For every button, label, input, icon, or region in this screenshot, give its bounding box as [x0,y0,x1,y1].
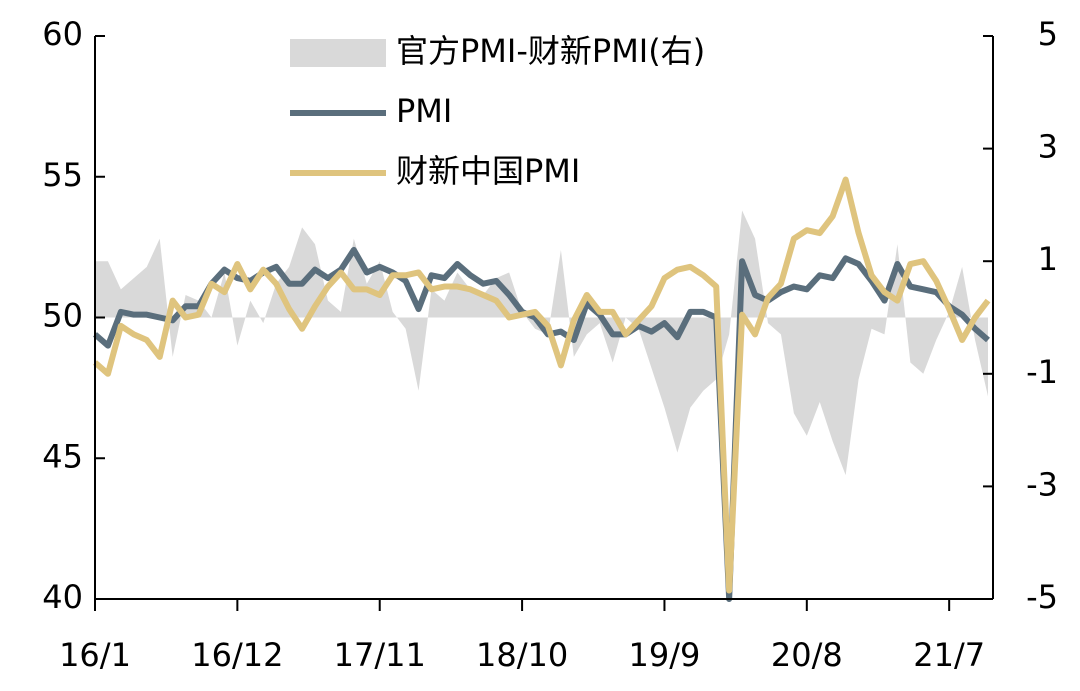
area [95,210,988,476]
y-tick-label: 50 [42,297,83,335]
x-tick-label: 21/7 [913,636,985,674]
y2-tick-label: 5 [1038,15,1058,53]
x-tick-label: 20/8 [771,636,843,674]
legend-swatch [290,39,386,67]
x-tick-label: 17/11 [334,636,426,674]
legend-label: PMI [396,92,452,130]
line [93,176,991,594]
x-tick-label: 16/12 [191,636,283,674]
y2-tick-label: 3 [1038,128,1058,166]
y-tick-label: 45 [42,437,83,475]
x-tick-label: 19/9 [629,636,701,674]
legend-label: 财新中国PMI [396,152,580,190]
y2-tick-label: -3 [1026,465,1058,503]
y-tick-label: 60 [42,15,83,53]
y2-tick-label: 1 [1038,240,1058,278]
y-tick-label: 40 [42,578,83,616]
y2-tick-label: -5 [1026,578,1058,616]
legend-label: 官方PMI-财新PMI(右) [396,32,705,70]
x-tick-label: 16/1 [59,636,131,674]
y-tick-label: 55 [42,156,83,194]
x-tick-label: 18/10 [476,636,568,674]
y2-tick-label: -1 [1026,353,1058,391]
